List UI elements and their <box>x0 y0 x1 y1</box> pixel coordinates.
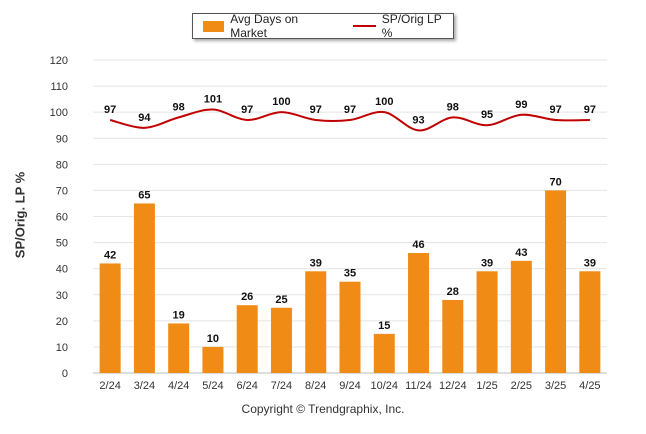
line-data-label: 97 <box>241 104 253 116</box>
line-data-label: 100 <box>375 96 393 108</box>
x-tick-label: 9/24 <box>339 380 360 392</box>
legend-swatch-line <box>352 25 376 27</box>
legend-label-sp: SP/Orig LP % <box>381 12 442 40</box>
bar <box>408 253 430 373</box>
y-tick-label: 30 <box>56 290 68 302</box>
bar-data-label: 15 <box>378 320 390 332</box>
bar-data-label: 25 <box>275 294 287 306</box>
x-tick-label: 1/25 <box>476 380 497 392</box>
y-tick-label: 110 <box>50 81 68 93</box>
bar <box>579 271 601 373</box>
bar-data-label: 43 <box>515 247 527 259</box>
bar-data-label: 26 <box>241 291 253 303</box>
copyright: Copyright © Trendgraphix, Inc. <box>241 402 405 416</box>
y-tick-label: 0 <box>62 368 68 380</box>
y-tick-label: 10 <box>56 342 68 354</box>
y-tick-label: 100 <box>50 107 68 119</box>
bar <box>133 203 155 373</box>
line-data-label: 97 <box>549 104 561 116</box>
y-tick-label: 20 <box>56 316 68 328</box>
y-tick-label: 40 <box>56 264 68 276</box>
line-data-label: 98 <box>447 101 459 113</box>
bar-data-label: 46 <box>412 239 424 251</box>
bar <box>442 299 464 373</box>
bar-data-label: 70 <box>549 176 561 188</box>
bar-data-label: 28 <box>447 286 459 298</box>
bar-data-label: 35 <box>344 268 356 280</box>
y-tick-label: 60 <box>56 212 68 224</box>
bar <box>476 271 498 373</box>
line-data-label: 99 <box>515 99 527 111</box>
bar-data-label: 10 <box>207 333 219 345</box>
x-tick-label: 3/25 <box>545 380 566 392</box>
bar-data-label: 65 <box>138 189 150 201</box>
line-data-label: 100 <box>272 96 290 108</box>
line-data-label: 95 <box>481 109 493 121</box>
bar <box>545 190 567 373</box>
y-tick-label: 90 <box>56 133 68 145</box>
line-data-label: 97 <box>584 104 596 116</box>
line-data-label: 98 <box>173 101 185 113</box>
legend-swatch-bar <box>203 20 225 32</box>
legend-item-sp: SP/Orig LP % <box>352 12 454 40</box>
x-tick-label: 2/25 <box>511 380 532 392</box>
x-tick-label: 5/24 <box>202 380 223 392</box>
bar <box>270 307 292 373</box>
y-tick-label: 120 <box>50 55 68 67</box>
x-tick-label: 6/24 <box>236 380 257 392</box>
x-tick-label: 7/24 <box>271 380 292 392</box>
x-tick-label: 8/24 <box>305 380 326 392</box>
bar-data-label: 19 <box>173 309 185 321</box>
line-data-label: 97 <box>104 104 116 116</box>
bar <box>510 260 532 373</box>
bar <box>202 346 224 373</box>
x-tick-label: 3/24 <box>134 380 155 392</box>
bar <box>339 281 361 373</box>
line-data-label: 93 <box>412 114 424 126</box>
bar <box>305 271 327 373</box>
legend-item-days: Avg Days on Market <box>203 12 335 40</box>
sp-orig-lp-line <box>109 108 590 132</box>
bar <box>99 263 121 373</box>
bar <box>236 305 258 373</box>
legend-label-days: Avg Days on Market <box>230 12 299 40</box>
bar-data-label: 39 <box>310 257 322 269</box>
x-tick-label: 2/24 <box>99 380 120 392</box>
bar <box>373 333 395 373</box>
x-tick-label: 11/24 <box>405 380 432 392</box>
bar-data-label: 42 <box>104 249 116 261</box>
bar-data-label: 39 <box>481 257 493 269</box>
x-tick-label: 4/25 <box>579 380 600 392</box>
y-tick-label: 50 <box>56 238 68 250</box>
line-data-label: 97 <box>310 104 322 116</box>
line-data-label: 97 <box>344 104 356 116</box>
x-tick-label: 12/24 <box>439 380 467 392</box>
line-data-label: 94 <box>138 112 151 124</box>
y-tick-label: 80 <box>56 159 68 171</box>
bar-data-label: 39 <box>584 257 596 269</box>
x-tick-label: 4/24 <box>168 380 189 392</box>
y-tick-label: 70 <box>56 185 68 197</box>
bar <box>168 323 190 373</box>
line-data-label: 101 <box>204 94 222 106</box>
legend: Avg Days on Market SP/Orig LP % <box>192 12 454 40</box>
x-tick-label: 10/24 <box>371 380 399 392</box>
